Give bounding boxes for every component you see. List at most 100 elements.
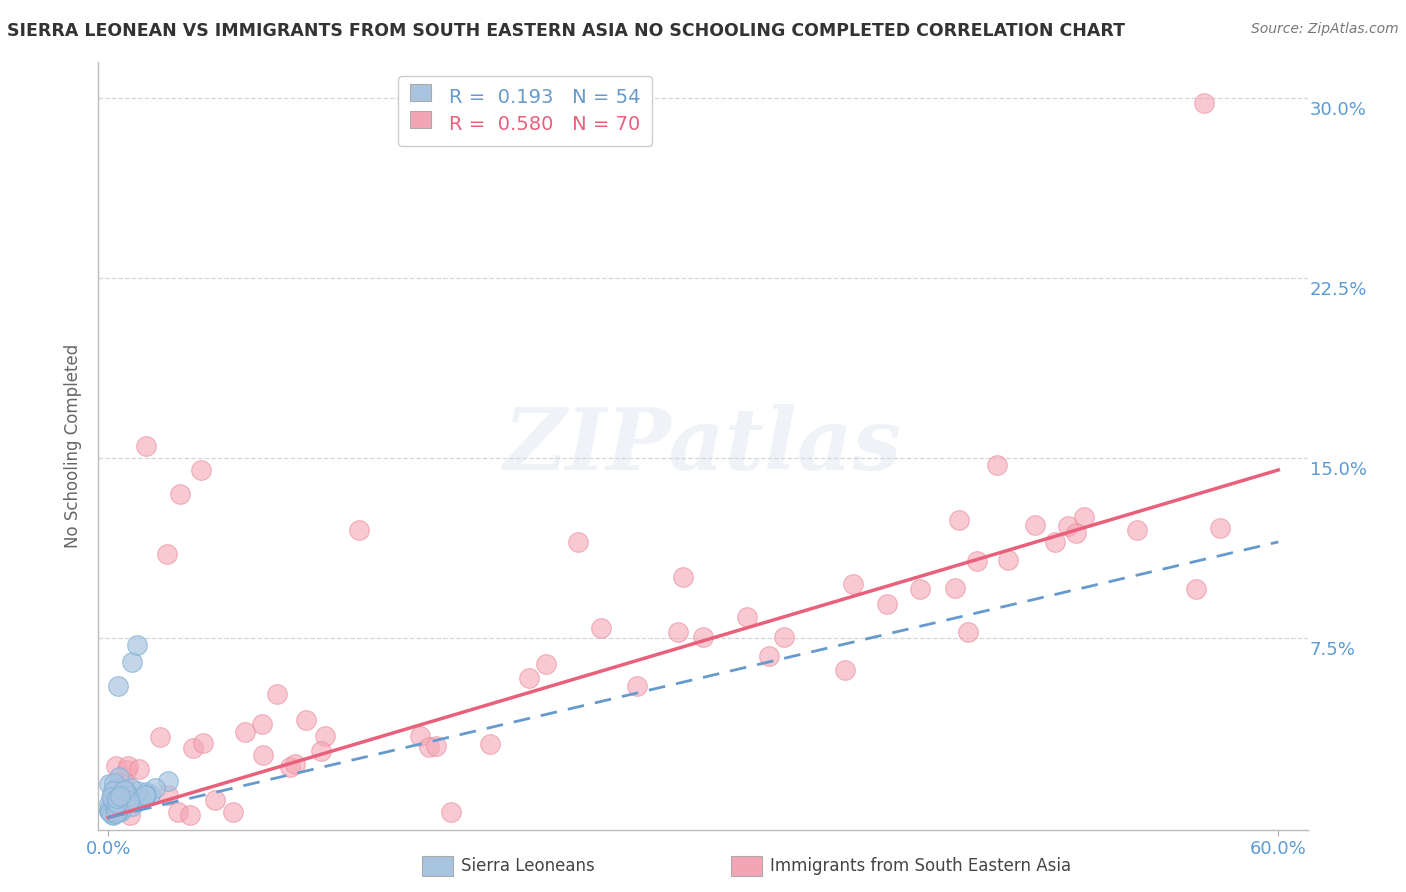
Point <box>876 597 898 611</box>
Point <box>1192 96 1215 111</box>
Point <box>143 780 166 795</box>
Point <box>135 785 157 799</box>
Point <box>758 649 780 664</box>
Point <box>110 804 132 818</box>
Point <box>100 805 122 820</box>
Point <box>101 807 124 822</box>
Point <box>103 775 125 789</box>
Point <box>190 463 212 477</box>
Point <box>149 730 172 744</box>
Text: Sierra Leoneans: Sierra Leoneans <box>461 857 595 875</box>
Point <box>112 783 135 797</box>
Y-axis label: No Schooling Completed: No Schooling Completed <box>65 344 83 548</box>
Point <box>957 624 980 639</box>
Point <box>1057 519 1080 533</box>
Point <box>842 576 865 591</box>
Point <box>104 759 127 773</box>
Point <box>98 804 121 818</box>
Point <box>834 663 856 677</box>
Point <box>156 773 179 788</box>
Point <box>114 796 136 810</box>
Point <box>101 788 124 802</box>
Point <box>908 582 931 597</box>
Point <box>284 757 307 772</box>
Legend: R =  0.193   N = 54, R =  0.580   N = 70: R = 0.193 N = 54, R = 0.580 N = 70 <box>398 76 652 145</box>
Point <box>1185 582 1208 596</box>
Point <box>107 797 129 811</box>
Point <box>103 786 125 800</box>
Point <box>98 777 121 791</box>
Point <box>191 736 214 750</box>
Point <box>107 804 129 818</box>
Point <box>1208 521 1230 535</box>
Point <box>179 808 201 822</box>
Point <box>107 805 129 819</box>
Point <box>127 638 149 652</box>
Text: 30.0%: 30.0% <box>1310 102 1367 120</box>
Point <box>118 794 141 808</box>
Point <box>1064 526 1087 541</box>
Point <box>121 799 143 814</box>
Point <box>204 793 226 807</box>
Point <box>122 796 145 810</box>
Point <box>135 789 157 803</box>
Point <box>125 784 148 798</box>
Point <box>104 800 127 814</box>
Text: SIERRA LEONEAN VS IMMIGRANTS FROM SOUTH EASTERN ASIA NO SCHOOLING COMPLETED CORR: SIERRA LEONEAN VS IMMIGRANTS FROM SOUTH … <box>7 22 1125 40</box>
Point <box>100 790 122 805</box>
Point <box>101 793 124 807</box>
Point <box>439 805 461 819</box>
Point <box>117 789 139 803</box>
Point <box>773 630 796 644</box>
Point <box>692 631 714 645</box>
Point <box>139 787 162 801</box>
Point <box>121 655 143 669</box>
Point <box>134 788 156 802</box>
Point <box>997 553 1019 567</box>
Point <box>314 729 336 743</box>
Point <box>105 796 128 810</box>
Point <box>666 625 689 640</box>
Text: 7.5%: 7.5% <box>1310 640 1355 659</box>
Point <box>156 547 179 561</box>
Point <box>567 534 589 549</box>
Point <box>108 803 131 817</box>
Point <box>107 789 129 803</box>
Text: Immigrants from South Eastern Asia: Immigrants from South Eastern Asia <box>770 857 1071 875</box>
Point <box>233 725 256 739</box>
Point <box>295 713 318 727</box>
Point <box>266 687 288 701</box>
Point <box>672 570 695 584</box>
Point <box>108 789 131 803</box>
Point <box>737 609 759 624</box>
Point <box>117 787 139 801</box>
Point <box>166 805 188 819</box>
Point <box>120 781 142 796</box>
Point <box>100 789 122 804</box>
Point <box>156 788 179 802</box>
Point <box>104 792 127 806</box>
Text: 22.5%: 22.5% <box>1310 281 1368 299</box>
Point <box>105 791 128 805</box>
Point <box>104 782 127 797</box>
Point <box>347 523 370 537</box>
Text: 15.0%: 15.0% <box>1310 461 1367 479</box>
Point <box>104 800 127 814</box>
Point <box>278 760 301 774</box>
Point <box>117 763 139 777</box>
Point <box>626 679 648 693</box>
Point <box>252 717 274 731</box>
Point <box>98 803 121 817</box>
Point <box>107 789 129 803</box>
Point <box>103 784 125 798</box>
Point <box>252 747 274 762</box>
Point <box>128 763 150 777</box>
Point <box>118 794 141 808</box>
Point <box>478 737 501 751</box>
Point <box>110 800 132 814</box>
Point <box>107 679 129 693</box>
Point <box>1024 517 1046 532</box>
Point <box>108 801 131 815</box>
Point <box>1043 535 1066 549</box>
Point <box>98 797 121 811</box>
